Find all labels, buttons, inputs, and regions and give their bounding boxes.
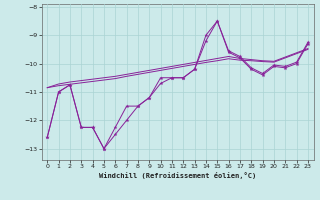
X-axis label: Windchill (Refroidissement éolien,°C): Windchill (Refroidissement éolien,°C) [99, 172, 256, 179]
